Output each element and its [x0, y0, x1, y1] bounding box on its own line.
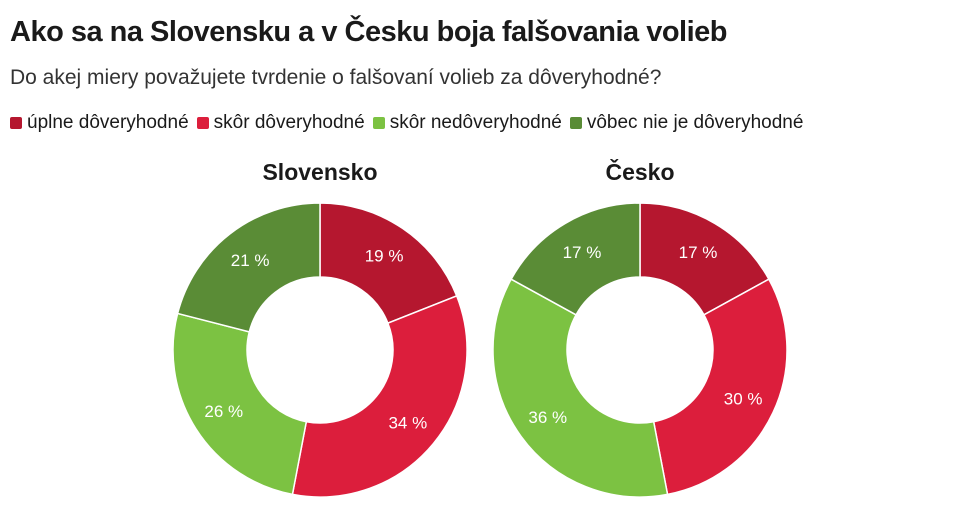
- donut-cesko: Česko 17 % 30 % 36 % 17 %: [492, 158, 788, 498]
- legend-label: vôbec nie je dôveryhodné: [586, 112, 804, 133]
- slice-1: [652, 278, 788, 496]
- legend-item-uplne-doveryhodne: úplne dôveryhodné: [10, 112, 189, 134]
- slice-2: [172, 312, 308, 496]
- slice-label: 17 %: [563, 243, 602, 262]
- slice-0: [639, 202, 770, 316]
- legend-label: úplne dôveryhodné: [27, 112, 189, 133]
- page-subtitle: Do akej miery považujete tvrdenie o falš…: [10, 66, 662, 89]
- slice-2: [492, 278, 669, 498]
- legend-swatch: [10, 117, 22, 129]
- slice-label: 21 %: [231, 251, 270, 270]
- chart-title: Slovensko: [262, 159, 377, 185]
- donut-slovensko: Slovensko 19 % 34 % 26 % 21 %: [172, 159, 468, 498]
- legend-item-skor-nedoveryhodne: skôr nedôveryhodné: [372, 112, 562, 134]
- slice-0: [319, 202, 458, 325]
- slice-1: [291, 294, 468, 498]
- legend-item-vobec-nie-je-doveryhodne: vôbec nie je dôveryhodné: [569, 112, 804, 134]
- legend-label: skôr dôveryhodné: [213, 112, 365, 133]
- legend-swatch: [372, 117, 385, 129]
- legend: úplne dôveryhodné skôr dôveryhodné skôr …: [10, 112, 811, 134]
- legend-swatch: [569, 117, 582, 129]
- slice-3: [510, 202, 641, 316]
- slice-label: 30 %: [724, 390, 763, 409]
- slice-3: [176, 202, 321, 333]
- page-title: Ako sa na Slovensku a v Česku boja falšo…: [10, 16, 728, 48]
- chart-title: Česko: [605, 158, 674, 185]
- legend-item-skor-doveryhodne: skôr dôveryhodné: [196, 112, 365, 134]
- slice-label: 19 %: [365, 247, 404, 266]
- slice-label: 36 %: [528, 408, 567, 427]
- legend-label: skôr nedôveryhodné: [389, 112, 562, 133]
- slice-label: 26 %: [204, 402, 243, 421]
- slice-label: 34 %: [388, 414, 427, 433]
- legend-swatch: [196, 117, 209, 129]
- slice-label: 17 %: [679, 243, 718, 262]
